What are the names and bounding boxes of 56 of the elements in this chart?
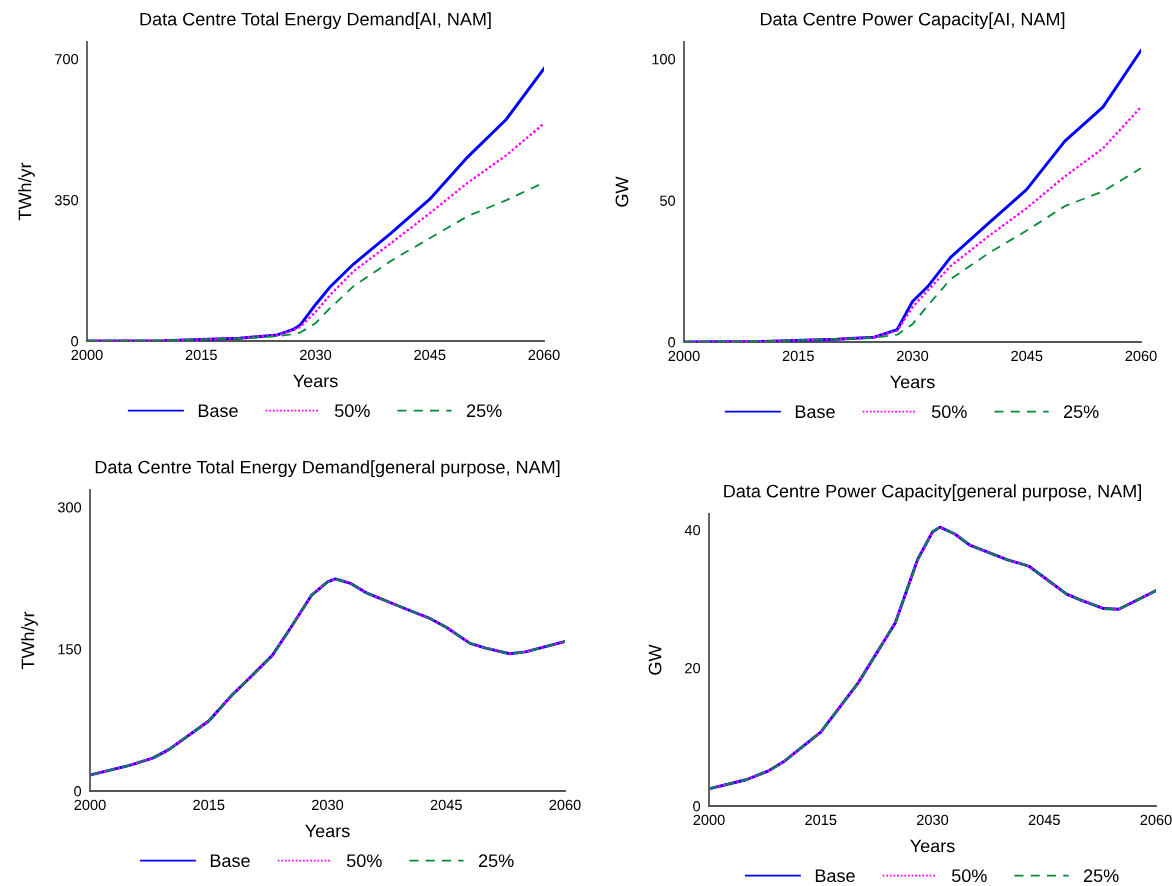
y-tick-label: 50 (660, 195, 676, 206)
y-tick-label: 100 (652, 54, 676, 65)
legend-label: 50% (334, 404, 370, 418)
chart-title: Data Centre Total Energy Demand[general purpose, NAM] (95, 460, 560, 478)
chart-title: Data Centre Power Capacity[AI, NAM] (760, 12, 1065, 30)
x-tick-label: 2000 (74, 799, 106, 811)
y-tick-label: 0 (668, 337, 676, 348)
y-axis-title: GW (615, 176, 629, 207)
x-tick-label: 2015 (805, 814, 837, 826)
x-tick-label: 2030 (897, 350, 929, 362)
x-tick-label: 2060 (549, 799, 581, 811)
x-tick-label: 2060 (1140, 814, 1172, 826)
legend-label: 50% (931, 405, 967, 419)
y-axis-title: GW (648, 644, 662, 675)
x-tick-label: 2045 (430, 799, 462, 811)
y-axis-title: TWh/yr (18, 162, 35, 221)
x-tick-label: 2045 (1011, 350, 1043, 362)
legend-label: 25% (466, 404, 502, 418)
y-tick-label: 700 (55, 54, 79, 65)
x-tick-label: 2045 (1028, 814, 1060, 826)
x-tick-label: 2015 (193, 799, 225, 811)
y-tick-label: 350 (54, 195, 79, 206)
legend-label: 25% (1083, 869, 1119, 883)
x-tick-label: 2045 (414, 349, 446, 361)
y-tick-label: 0 (693, 801, 701, 812)
x-tick-label: 2060 (528, 349, 560, 361)
chart-title: Data Centre Power Capacity[general purpose, NAM] (724, 484, 1141, 502)
legend-label: Base (795, 405, 835, 419)
x-axis-title: Years (910, 839, 955, 853)
x-tick-label: 2030 (312, 799, 344, 811)
legend-label: Base (210, 854, 250, 868)
legend-label: 50% (951, 869, 987, 883)
x-tick-label: 2015 (185, 349, 217, 361)
chart-title: Data Centre Total Energy Demand[AI, NAM] (140, 12, 491, 30)
y-tick-label: 300 (57, 502, 82, 513)
y-axis-title: TWh/yr (21, 611, 38, 670)
x-axis-title: Years (293, 374, 338, 388)
x-tick-label: 2030 (300, 349, 332, 361)
x-tick-label: 2000 (693, 814, 725, 826)
y-tick-label: 40 (684, 524, 701, 536)
legend-label: Base (198, 404, 238, 418)
x-tick-label: 2000 (668, 350, 700, 362)
legend-label: 50% (346, 854, 382, 868)
x-axis-title: Years (305, 824, 350, 838)
y-tick-label: 150 (58, 644, 82, 655)
y-tick-label: 0 (74, 786, 82, 797)
x-tick-label: 2060 (1125, 350, 1157, 362)
x-tick-label: 2000 (71, 349, 103, 361)
x-tick-label: 2015 (782, 350, 814, 362)
legend-label: 25% (478, 854, 514, 868)
y-tick-label: 20 (685, 663, 701, 674)
legend-label: Base (815, 869, 855, 883)
legend-label: 25% (1063, 405, 1099, 419)
x-axis-title: Years (890, 375, 935, 389)
y-tick-label: 0 (71, 336, 79, 347)
x-tick-label: 2030 (917, 814, 949, 826)
